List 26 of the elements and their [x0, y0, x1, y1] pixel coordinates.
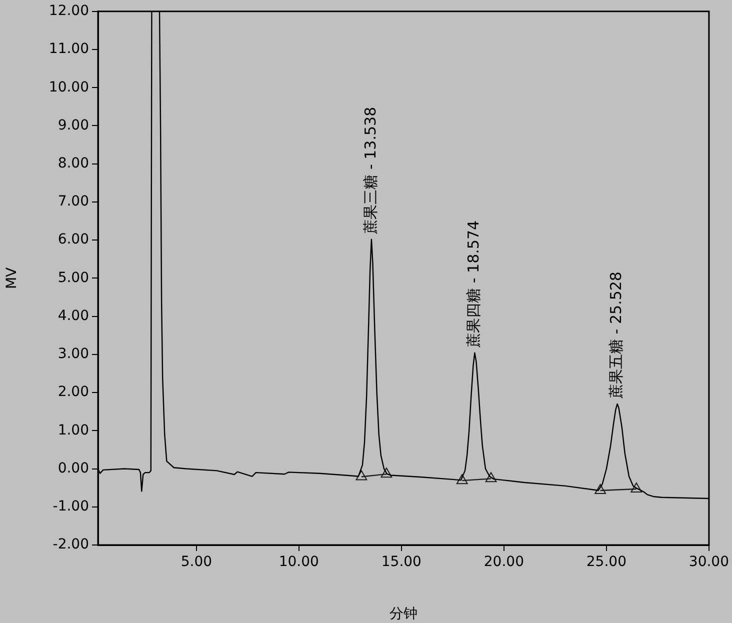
y-tick-label: 1.00 [58, 422, 89, 438]
x-tick-label: 10.00 [278, 554, 319, 570]
y-tick-label: 9.00 [58, 117, 89, 134]
x-tick-label: 30.00 [688, 554, 730, 570]
x-tick-label: 5.00 [180, 554, 212, 570]
y-tick-label: 7.00 [58, 194, 89, 210]
y-tick-label: 6.00 [58, 232, 89, 248]
y-tick-label: 8.00 [58, 156, 89, 172]
annotation: 蔗果四糖 - 18.574 [464, 220, 483, 348]
y-tick-label: 2.00 [58, 384, 89, 400]
y-tick-label: 11.00 [48, 41, 89, 58]
x-tick-label: 15.00 [381, 554, 422, 570]
x-tick-label: 25.00 [586, 554, 626, 570]
annotation: 蔗果五糖 - 25.528 [607, 272, 626, 399]
y-tick-label: 0.00 [58, 460, 89, 476]
y-tick-label: 4.00 [58, 308, 89, 324]
y-axis-title: MV [4, 266, 20, 290]
y-tick-label: 3.00 [58, 346, 89, 362]
y-tick-label: -2.00 [52, 536, 89, 553]
x-axis-title: 分钟 [389, 606, 418, 622]
y-tick-label: -1.00 [52, 498, 89, 515]
annotation: 蔗果三糖 - 13.538 [361, 106, 380, 234]
y-tick-label: 12.00 [48, 3, 89, 20]
y-tick-label: 10.00 [48, 79, 89, 96]
x-tick-label: 20.00 [484, 554, 524, 570]
y-tick-label: 5.00 [58, 270, 89, 286]
